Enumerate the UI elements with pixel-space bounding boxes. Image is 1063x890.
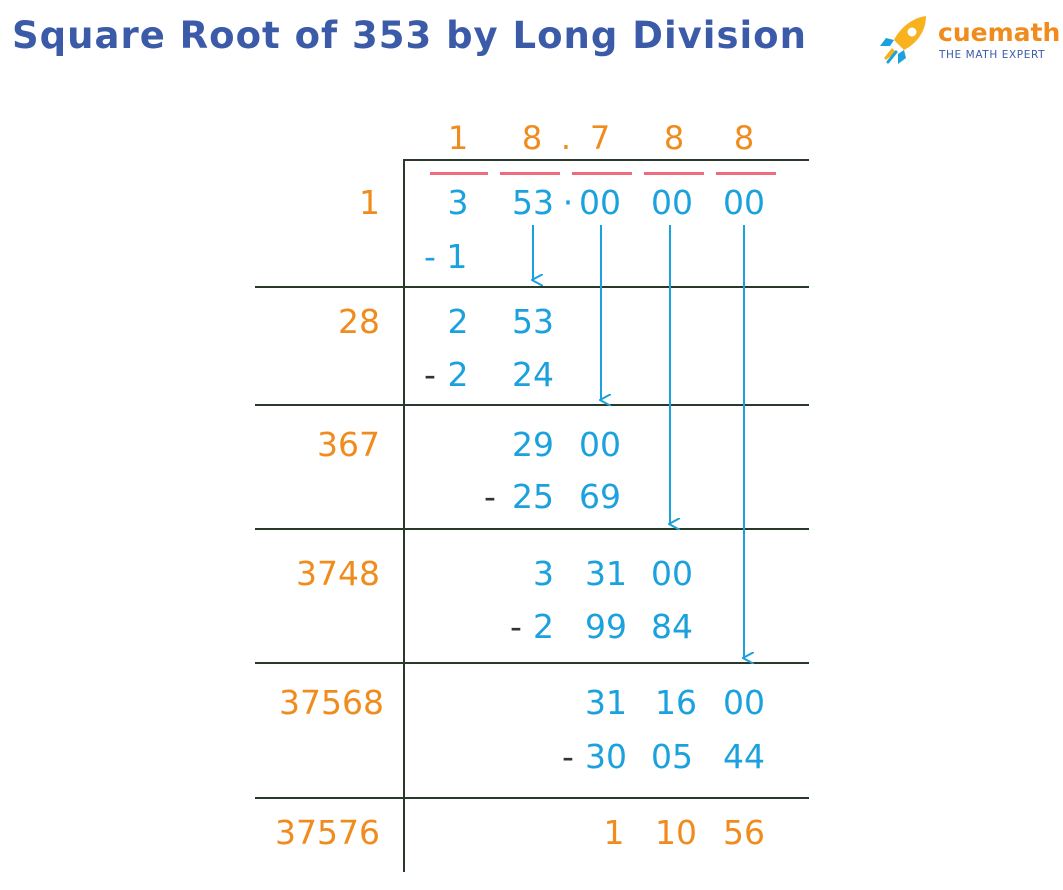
- subtrahend: 24: [512, 355, 554, 394]
- logo-wordmark: cuemath: [938, 18, 1061, 47]
- subtraction: - 1: [424, 237, 468, 276]
- quotient-digit: 8: [733, 119, 755, 157]
- divisor: 367: [317, 425, 380, 464]
- rocket-icon: [880, 16, 926, 64]
- subtrahend: 2: [447, 355, 469, 394]
- subtrahend: 69: [579, 477, 621, 516]
- dividend-digits: 53: [512, 183, 554, 222]
- subtrahend: 2: [533, 607, 554, 646]
- remainder: 2: [447, 302, 469, 341]
- cuemath-logo: cuemath THE MATH EXPERT: [876, 12, 1060, 68]
- subtrahend: 25: [512, 477, 554, 516]
- digit-pair-bar: [644, 172, 704, 175]
- divisor: 28: [338, 302, 380, 341]
- subtrahend: 05: [651, 737, 693, 776]
- step-divider: [255, 662, 809, 664]
- quotient-line: [403, 159, 809, 161]
- step-divider: [255, 528, 809, 530]
- divisor: 37576: [275, 813, 380, 852]
- final-remainder: 10: [655, 813, 697, 852]
- quotient-digit: 7: [589, 119, 611, 157]
- quotient-decimal-point: .: [560, 119, 572, 157]
- remainder: 00: [579, 425, 621, 464]
- minus-sign: -: [424, 355, 436, 394]
- step-divider: [255, 286, 809, 288]
- divisor: 1: [359, 183, 380, 222]
- minus-sign: -: [510, 607, 522, 646]
- remainder: 3: [533, 554, 554, 593]
- digit-pair-bar: [430, 172, 488, 175]
- digit-pair-bar: [500, 172, 560, 175]
- final-remainder: 56: [723, 813, 765, 852]
- logo-tagline: THE MATH EXPERT: [939, 49, 1046, 61]
- subtrahend: 44: [723, 737, 765, 776]
- divisor: 3748: [296, 554, 380, 593]
- remainder: 00: [651, 554, 693, 593]
- step-divider: [255, 797, 809, 799]
- dividend-decimal-point: ·: [562, 183, 574, 222]
- remainder: 53: [512, 302, 554, 341]
- subtrahend: 84: [651, 607, 693, 646]
- remainder: 00: [723, 683, 765, 722]
- digit-pair-bar: [572, 172, 632, 175]
- remainder: 31: [585, 554, 627, 593]
- dividend-digits: 00: [723, 183, 765, 222]
- vertical-divider: [403, 160, 405, 872]
- quotient-digit: 8: [663, 119, 685, 157]
- dividend-digits: 3: [447, 183, 469, 222]
- quotient-digit: 8: [521, 119, 543, 157]
- subtrahend: 30: [585, 737, 627, 776]
- remainder: 29: [512, 425, 554, 464]
- page-title: Square Root of 353 by Long Division: [12, 14, 807, 57]
- digit-pair-bar: [716, 172, 776, 175]
- quotient-digit: 1: [447, 119, 469, 157]
- remainder: 16: [655, 683, 697, 722]
- divisor: 37568: [279, 683, 384, 722]
- dividend-digits: 00: [579, 183, 621, 222]
- subtrahend: 99: [585, 607, 627, 646]
- dividend-digits: 00: [651, 183, 693, 222]
- final-remainder: 1: [603, 813, 625, 852]
- minus-sign: -: [484, 477, 496, 516]
- step-divider: [255, 404, 809, 406]
- minus-sign: -: [562, 737, 574, 776]
- remainder: 31: [585, 683, 627, 722]
